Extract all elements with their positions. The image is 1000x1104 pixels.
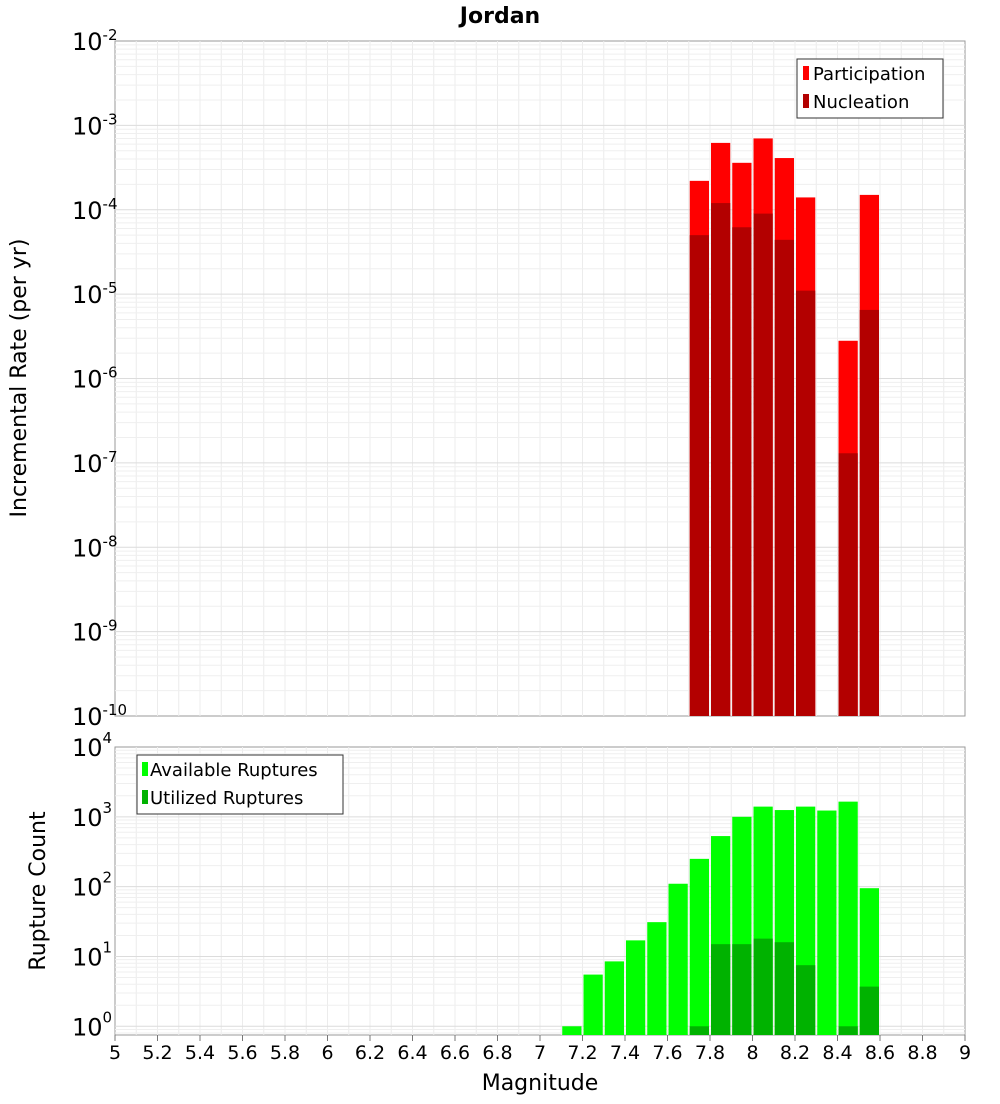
y-tick-label: 101 (72, 938, 112, 971)
count-bar-utilized-ruptures (711, 944, 731, 1035)
x-tick-label: 8.2 (780, 1042, 810, 1064)
count-bar-utilized-ruptures (859, 986, 879, 1035)
y-tick-label: 10-7 (72, 448, 118, 478)
y-tick-label: 10-9 (72, 617, 118, 647)
y-tick-label: 10-3 (72, 110, 118, 140)
count-bar-utilized-ruptures (774, 942, 794, 1035)
rate-bar-nucleation (732, 227, 752, 716)
rate-bars (689, 138, 879, 717)
count-bar-available-ruptures (562, 1026, 582, 1035)
x-tick-label: 5.2 (142, 1042, 172, 1064)
y-tick-label: 104 (72, 729, 112, 762)
rate-bar-nucleation (796, 290, 816, 716)
rate-legend: Participation Nucleation (796, 58, 944, 119)
count-y-axis-label: Rupture Count (26, 811, 51, 971)
x-tick-label: 5 (109, 1042, 121, 1064)
count-legend: Available Ruptures Utilized Ruptures (136, 754, 344, 815)
legend-swatch-utilized (142, 790, 148, 804)
x-tick-label: 5.6 (227, 1042, 257, 1064)
count-bar-available-ruptures (604, 961, 624, 1035)
x-tick-label: 7.6 (652, 1042, 682, 1064)
count-bar-available-ruptures (668, 883, 688, 1035)
x-tick-label: 6.4 (397, 1042, 427, 1064)
count-bar-available-ruptures (817, 810, 837, 1035)
rate-bar-nucleation (689, 235, 709, 716)
y-tick-label: 10-8 (72, 532, 118, 562)
rate-panel: 10-10 10-9 10-8 10-7 10-6 10-5 10-4 10-3 10-2 In… (7, 26, 966, 731)
x-tick-label: 6.2 (355, 1042, 385, 1064)
y-tick-label: 100 (72, 1008, 112, 1041)
count-legend-box (136, 754, 344, 815)
count-y-ticks: 100 101 102 103 104 (72, 729, 112, 1041)
rate-bar-nucleation (774, 239, 794, 716)
x-tick-label: 7.4 (610, 1042, 640, 1064)
y-tick-label: 10-10 (72, 701, 127, 731)
legend-label-nucleation: Nucleation (813, 92, 909, 113)
y-tick-label: 102 (72, 869, 112, 902)
legend-label-available: Available Ruptures (150, 760, 318, 781)
count-bar-available-ruptures (583, 974, 603, 1035)
count-bar-available-ruptures (647, 922, 667, 1035)
rate-bar-nucleation (753, 213, 773, 717)
x-tick-label: 7.8 (695, 1042, 725, 1064)
count-bars (562, 801, 879, 1035)
y-tick-label: 10-5 (72, 279, 118, 309)
y-tick-label: 10-4 (72, 195, 118, 225)
chart-title: Jordan (458, 4, 540, 29)
count-bar-available-ruptures (689, 858, 709, 1035)
count-panel: 100 101 102 103 104 Rupture Count Available … (26, 729, 971, 1096)
x-axis-label: Magnitude (482, 1071, 599, 1096)
count-bar-utilized-ruptures (732, 944, 752, 1035)
x-tick-label: 6 (321, 1042, 333, 1064)
count-bar-utilized-ruptures (796, 965, 816, 1035)
legend-label-utilized: Utilized Ruptures (150, 788, 303, 809)
legend-swatch-available (142, 762, 148, 776)
x-tick-label: 8.6 (865, 1042, 895, 1064)
rate-y-ticks: 10-10 10-9 10-8 10-7 10-6 10-5 10-4 10-3 10-2 (72, 26, 127, 731)
count-bar-utilized-ruptures (689, 1026, 709, 1035)
x-tick-label: 6.8 (482, 1042, 512, 1064)
count-bar-available-ruptures (838, 801, 858, 1035)
y-tick-label: 103 (72, 799, 112, 832)
x-tick-label: 8.8 (907, 1042, 937, 1064)
x-tick-label: 8.4 (822, 1042, 852, 1064)
rate-bar-nucleation (859, 309, 879, 716)
count-bar-utilized-ruptures (838, 1026, 858, 1035)
legend-swatch-participation (803, 66, 809, 80)
count-bar-utilized-ruptures (753, 938, 773, 1035)
count-bar-available-ruptures (626, 940, 646, 1035)
x-tick-label: 8 (746, 1042, 758, 1064)
y-tick-label: 10-6 (72, 364, 118, 394)
legend-label-participation: Participation (813, 64, 925, 85)
x-tick-label: 6.6 (440, 1042, 470, 1064)
x-tick-label: 9 (959, 1042, 971, 1064)
rate-legend-box (796, 58, 944, 119)
rate-bar-nucleation (838, 453, 858, 716)
rate-y-axis-label: Incremental Rate (per yr) (7, 239, 32, 518)
x-tick-label: 5.4 (185, 1042, 215, 1064)
legend-swatch-nucleation (803, 94, 809, 108)
x-tick-label: 5.8 (270, 1042, 300, 1064)
x-tick-label: 7 (534, 1042, 546, 1064)
x-axis-ticks: 5 5.2 5.4 5.6 5.8 6 6.2 6.4 6.6 6.8 7 7.2 7.4 7.6 7.8 8… (109, 1035, 971, 1064)
rate-gridlines (115, 41, 965, 716)
rate-bar-nucleation (711, 203, 731, 716)
x-tick-label: 7.2 (567, 1042, 597, 1064)
count-gridlines (115, 747, 965, 1035)
y-tick-label: 10-2 (72, 26, 118, 56)
